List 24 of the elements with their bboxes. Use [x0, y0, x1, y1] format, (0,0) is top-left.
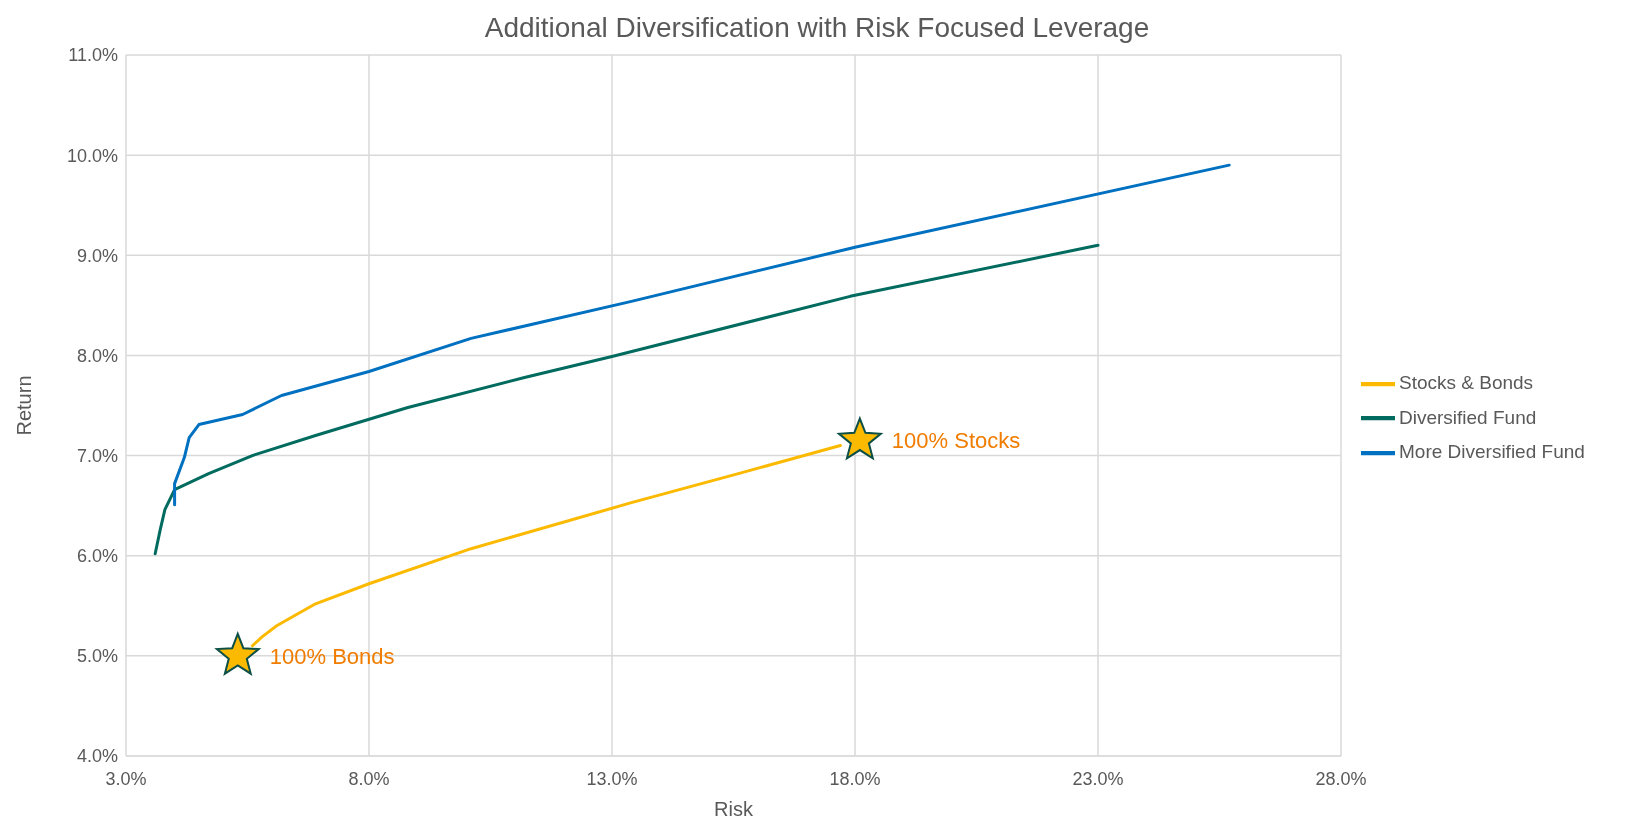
legend-label: Diversified Fund: [1399, 406, 1537, 428]
chart-title: Additional Diversification with Risk Focused Leverage: [483, 12, 1151, 44]
y-tick-label: 6.0%: [76, 546, 118, 567]
x-tick-label: 28.0%: [1315, 768, 1367, 789]
line-series: [153, 243, 1100, 556]
line-series: [173, 163, 1231, 507]
x-tick-label: 8.0%: [348, 768, 390, 789]
y-axis-title: Return: [13, 375, 36, 436]
y-tick-label: 5.0%: [76, 646, 118, 667]
annotation: 100% Stocks: [891, 428, 1021, 454]
y-tick-label: 9.0%: [76, 245, 118, 266]
y-tick-label: 4.0%: [76, 746, 118, 767]
x-tick-label: 18.0%: [829, 768, 881, 789]
x-axis-title: Risk: [714, 798, 754, 820]
y-tick-label: 11.0%: [68, 45, 118, 66]
y-tick-label: 7.0%: [76, 445, 118, 466]
x-tick-label: 23.0%: [1072, 768, 1124, 789]
legend-label: More Diversified Fund: [1399, 441, 1585, 463]
x-tick-label: 13.0%: [586, 768, 638, 789]
y-tick-label: 10.0%: [66, 145, 118, 166]
x-tick-label: 3.0%: [105, 768, 147, 789]
annotation: 100% Bonds: [269, 643, 395, 669]
y-tick-label: 8.0%: [76, 345, 118, 366]
legend-label: Stocks & Bonds: [1399, 371, 1534, 393]
